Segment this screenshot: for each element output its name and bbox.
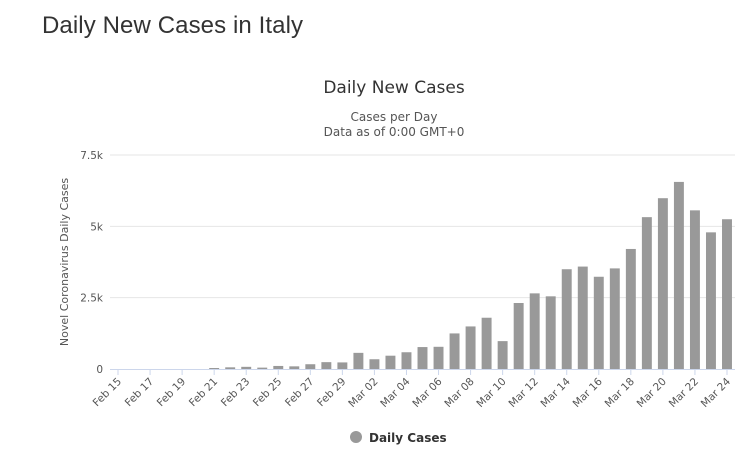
bar-feb-21[interactable]: [209, 368, 220, 369]
chart-subtitle-line-1: Cases per Day: [351, 110, 438, 124]
bar-mar-04[interactable]: [401, 352, 412, 369]
chart-title: Daily New Cases: [323, 78, 465, 98]
x-tick-label: Feb 29: [315, 376, 348, 409]
bar-mar-20[interactable]: [657, 198, 668, 369]
x-tick-label: Feb 21: [187, 376, 220, 409]
x-tick-label: Mar 22: [667, 376, 701, 410]
x-tick-label: Mar 08: [442, 376, 476, 410]
bar-mar-02[interactable]: [369, 359, 380, 369]
y-axis-title: Novel Coronavirus Daily Cases: [58, 178, 71, 346]
bar-mar-17[interactable]: [609, 268, 620, 369]
bar-mar-23[interactable]: [705, 232, 716, 369]
x-tick-label: Feb 19: [155, 376, 188, 409]
x-tick-label: Feb 27: [283, 376, 316, 409]
bar-mar-22[interactable]: [689, 210, 700, 369]
bar-mar-15[interactable]: [577, 266, 588, 369]
bar-mar-19[interactable]: [641, 217, 652, 369]
bar-mar-14[interactable]: [561, 269, 572, 369]
x-tick-label: Feb 17: [123, 376, 156, 409]
bar-mar-01[interactable]: [353, 352, 364, 369]
bar-feb-22[interactable]: [225, 367, 236, 369]
bar-mar-12[interactable]: [529, 293, 540, 369]
bar-feb-26[interactable]: [289, 366, 300, 369]
y-tick-label: 5k: [90, 221, 104, 233]
x-tick-label: Mar 24: [699, 375, 734, 410]
y-tick-label: 0: [96, 364, 103, 376]
bar-mar-07[interactable]: [449, 333, 460, 369]
x-tick-label: Feb 25: [251, 376, 284, 409]
bar-mar-06[interactable]: [433, 346, 444, 369]
bar-mar-10[interactable]: [497, 341, 508, 369]
y-tick-label: 2.5k: [80, 293, 104, 305]
x-tick-label: Mar 16: [571, 375, 606, 410]
x-tick-label: Mar 20: [635, 376, 669, 410]
x-tick-label: Mar 06: [410, 375, 445, 410]
legend-marker: [350, 431, 362, 443]
bar-mar-03[interactable]: [385, 355, 396, 369]
bar-feb-28[interactable]: [321, 362, 332, 369]
y-axis-ticks: 0 2.5k 5k 7.5k: [80, 150, 104, 376]
bar-mar-16[interactable]: [593, 276, 604, 369]
x-tick-label: Mar 10: [474, 376, 508, 410]
bar-mar-13[interactable]: [545, 296, 556, 369]
gridlines: [110, 154, 735, 299]
chart-subtitle-line-2: Data as of 0:00 GMT+0: [324, 125, 465, 139]
x-tick-label: Feb 23: [219, 376, 252, 409]
bar-mar-24[interactable]: [722, 219, 732, 369]
x-tick-label: Feb 15: [91, 376, 124, 409]
bar-mar-08[interactable]: [465, 326, 476, 369]
bar-mar-21[interactable]: [673, 181, 684, 369]
bar-feb-27[interactable]: [305, 364, 316, 369]
x-tick-label: Mar 18: [603, 376, 637, 410]
x-tick-label: Mar 14: [539, 375, 574, 410]
bar-mar-11[interactable]: [513, 303, 524, 369]
bar-mar-09[interactable]: [481, 317, 492, 369]
page-heading: Daily New Cases in Italy: [42, 12, 304, 39]
y-tick-label: 7.5k: [80, 150, 104, 162]
bar-series: [209, 181, 732, 369]
legend-label-daily-cases[interactable]: Daily Cases: [369, 431, 447, 445]
bar-feb-29[interactable]: [337, 362, 348, 369]
bar-mar-18[interactable]: [625, 248, 636, 369]
x-tick-label: Mar 12: [506, 376, 540, 410]
bar-mar-05[interactable]: [417, 347, 428, 369]
x-tick-label: Mar 02: [346, 376, 380, 410]
legend[interactable]: Daily Cases: [350, 431, 447, 445]
bar-feb-23[interactable]: [241, 366, 252, 369]
x-tick-label: Mar 04: [378, 375, 413, 410]
bar-feb-24[interactable]: [257, 367, 268, 369]
bar-feb-25[interactable]: [273, 365, 284, 369]
